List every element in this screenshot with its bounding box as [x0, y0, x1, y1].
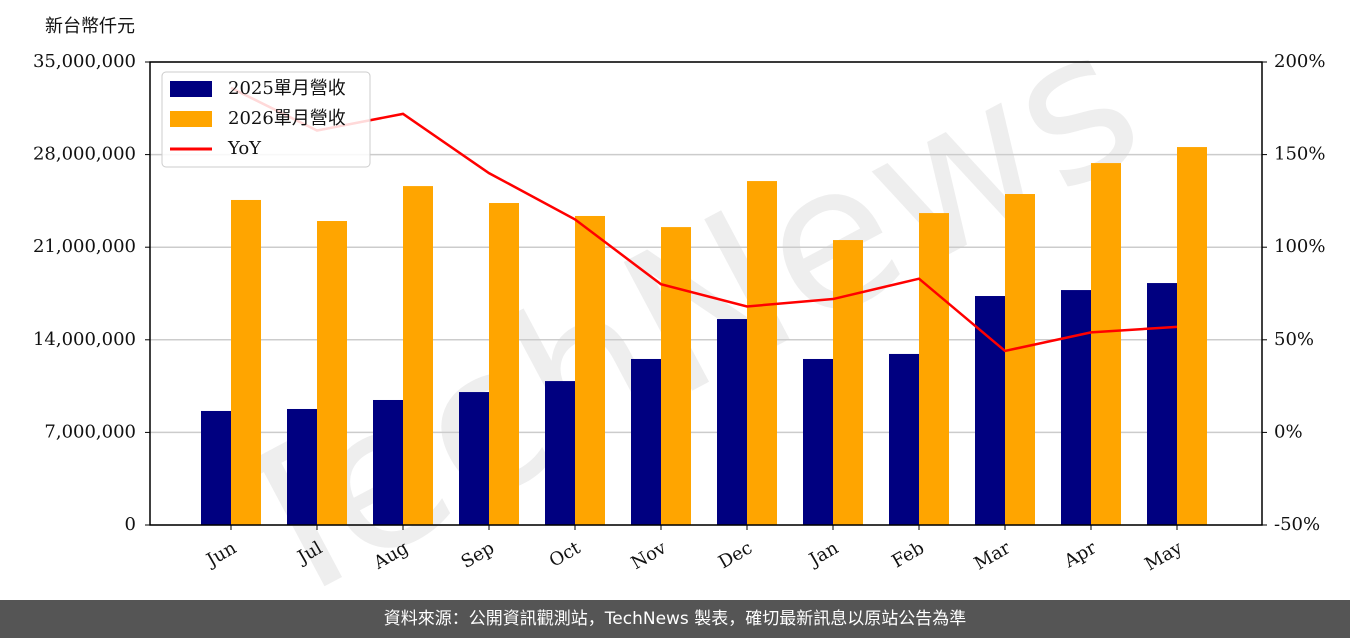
- x-tick-label: Dec: [715, 537, 756, 573]
- plot-frame: [149, 61, 1263, 526]
- footer: 資料來源：公開資訊觀測站，TechNews 製表，確切最新訊息以原站公告為準: [0, 600, 1350, 638]
- legend-label: 2025單月營收: [228, 78, 346, 99]
- y2-tick-label: 150%: [1274, 144, 1325, 165]
- y-tick-label: 35,000,000: [33, 51, 136, 72]
- bar: [833, 240, 863, 525]
- yoy-line: [230, 86, 1178, 353]
- chart: 新台幣仟元 TechNews 07,000,00014,000,00021,00…: [33, 0, 1326, 638]
- bar: [231, 199, 261, 525]
- bar: [803, 358, 833, 525]
- x-tick-label: May: [1141, 537, 1186, 575]
- bar: [975, 296, 1005, 525]
- bar: [545, 381, 575, 525]
- bar: [201, 410, 231, 525]
- legend-box: [161, 71, 371, 168]
- bar: [631, 358, 661, 525]
- y2-tick-label: 50%: [1274, 329, 1314, 350]
- bar: [403, 186, 433, 526]
- y2-tick-label: -50%: [1274, 514, 1320, 535]
- x-tick-label: Jan: [804, 537, 842, 571]
- legend-label: 2026單月營收: [228, 108, 346, 129]
- x-tick-label: Nov: [628, 537, 671, 574]
- legend-swatch: [170, 81, 212, 97]
- x-tick-label: Apr: [1060, 537, 1100, 572]
- bar: [1005, 194, 1035, 525]
- bar: [717, 319, 747, 525]
- bar: [1147, 283, 1177, 525]
- bar: [1061, 290, 1091, 525]
- bar: [489, 203, 519, 525]
- y-tick-label: 14,000,000: [33, 329, 136, 350]
- legend-label: YoY: [227, 138, 262, 159]
- bar: [575, 215, 605, 525]
- legend-swatch: [170, 111, 212, 127]
- bar: [889, 353, 919, 525]
- y2-tick-label: 100%: [1274, 236, 1325, 257]
- bar: [1091, 163, 1121, 525]
- bar: [373, 399, 403, 525]
- bar: [661, 227, 691, 525]
- bar: [317, 221, 347, 525]
- bar: [919, 213, 949, 525]
- bar: [459, 392, 489, 525]
- x-tick-label: Jun: [201, 537, 240, 572]
- bar: [1177, 147, 1207, 526]
- y-tick-label: 28,000,000: [33, 144, 136, 165]
- y-tick-label: 0: [125, 514, 136, 535]
- y2-tick-label: 0%: [1274, 421, 1303, 442]
- bar: [287, 408, 317, 525]
- y-tick-label: 7,000,000: [44, 421, 136, 442]
- y-tick-label: 21,000,000: [33, 236, 136, 257]
- x-tick-label: Oct: [546, 537, 585, 572]
- y-unit-label: 新台幣仟元: [45, 16, 135, 37]
- x-tick-label: Feb: [888, 537, 928, 572]
- y2-tick-label: 200%: [1274, 51, 1325, 72]
- bar: [747, 181, 777, 526]
- x-tick-label: Mar: [971, 537, 1015, 574]
